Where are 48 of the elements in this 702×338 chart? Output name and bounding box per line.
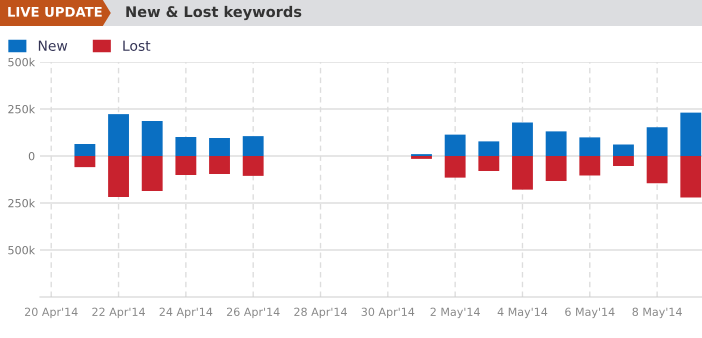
bar bbox=[613, 144, 634, 156]
bar bbox=[175, 156, 196, 175]
bar bbox=[74, 144, 96, 156]
legend-label: New bbox=[38, 40, 68, 51]
bar bbox=[512, 122, 533, 156]
bar bbox=[142, 156, 163, 191]
bar bbox=[242, 156, 264, 176]
text: LIVE UPDATE bbox=[8, 7, 102, 17]
x-tick-label: 8 May'14 bbox=[632, 308, 682, 318]
bar bbox=[646, 156, 668, 184]
bar bbox=[579, 156, 600, 176]
bar bbox=[579, 137, 600, 156]
x-tick-label: 24 Apr'14 bbox=[160, 308, 212, 318]
bar bbox=[646, 127, 668, 156]
y-tick-label: 0 bbox=[28, 152, 34, 160]
bar bbox=[680, 112, 702, 156]
x-tick-label: 4 May'14 bbox=[498, 308, 548, 318]
bar bbox=[444, 134, 466, 156]
x-tick-label: 26 Apr'14 bbox=[226, 308, 280, 318]
x-tick-label: 30 Apr'14 bbox=[362, 308, 414, 318]
bar bbox=[209, 138, 230, 156]
bar bbox=[175, 137, 196, 156]
x-tick-label: 2 May'14 bbox=[430, 308, 480, 318]
bar bbox=[512, 156, 533, 190]
bar bbox=[209, 156, 230, 174]
bar bbox=[242, 136, 264, 156]
bar bbox=[613, 156, 634, 166]
bar bbox=[478, 156, 500, 172]
x-tick-label: 28 Apr'14 bbox=[294, 308, 347, 318]
chart-title: New & Lost keywords bbox=[126, 6, 302, 20]
bar bbox=[74, 156, 96, 168]
y-tick-label: 250k bbox=[8, 198, 36, 208]
bar bbox=[478, 141, 500, 156]
y-tick-label: 500k bbox=[8, 246, 36, 254]
bar bbox=[444, 156, 466, 178]
x-tick-label: 22 Apr'14 bbox=[92, 308, 145, 318]
bar bbox=[108, 114, 129, 156]
bar bbox=[108, 156, 129, 197]
x-tick-label: 6 May'14 bbox=[565, 308, 615, 318]
legend-label: Lost bbox=[123, 40, 150, 51]
bar bbox=[680, 156, 702, 198]
bar bbox=[546, 156, 567, 182]
bar bbox=[546, 131, 567, 156]
bar bbox=[411, 156, 432, 159]
y-tick-label: 500k bbox=[8, 58, 36, 66]
bar bbox=[142, 121, 163, 156]
x-tick-label: 20 Apr'14 bbox=[24, 308, 78, 318]
y-tick-label: 250k bbox=[8, 104, 36, 114]
